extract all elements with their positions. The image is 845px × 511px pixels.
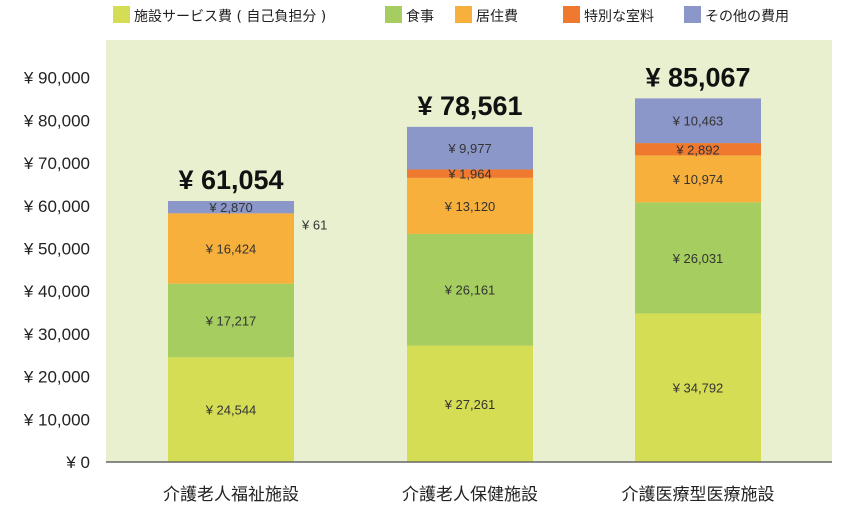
- y-tick-label: ¥ 90,000: [23, 69, 90, 88]
- y-tick-label: ¥ 80,000: [23, 111, 90, 130]
- legend-swatch: [113, 6, 130, 23]
- bar-total-label: ¥ 78,561: [417, 91, 522, 121]
- legend-swatch: [563, 6, 580, 23]
- y-tick-label: ¥ 60,000: [23, 197, 90, 216]
- y-tick-label: ¥ 30,000: [23, 325, 90, 344]
- segment-value-label: ¥ 2,892: [675, 142, 719, 157]
- legend-label: 施設サービス費 ( 自己負担分 ): [134, 9, 326, 25]
- bar-segment: [635, 143, 761, 156]
- bar-segment: [635, 98, 761, 144]
- y-tick-label: ¥ 0: [65, 453, 90, 472]
- y-tick-label: ¥ 70,000: [23, 154, 90, 173]
- bar-segment: [407, 345, 533, 462]
- segment-value-label: ¥ 9,977: [447, 141, 491, 156]
- y-axis: ¥ 0 ¥ 10,000 ¥ 20,000 ¥ 30,000 ¥ 40,000 ¥ 50,…: [23, 69, 90, 472]
- bar-segment: [407, 126, 533, 170]
- x-tick-label: 介護老人福祉施設: [163, 485, 299, 505]
- bar-segment: [407, 177, 533, 234]
- y-tick-label: ¥ 40,000: [23, 282, 90, 301]
- segment-value-label: ¥ 34,792: [672, 381, 724, 396]
- segment-value-label: ¥ 10,463: [672, 114, 724, 129]
- bars: ¥ 24,544 ¥ 17,217 ¥ 16,424 ¥ 61 ¥ 2,870 ¥ 61,…: [168, 62, 761, 462]
- segment-value-label: ¥ 27,261: [444, 397, 496, 412]
- segment-value-label: ¥ 13,120: [444, 199, 496, 214]
- legend-label: その他の費用: [705, 9, 789, 25]
- segment-value-label: ¥ 16,424: [205, 242, 257, 257]
- legend-swatch: [385, 6, 402, 23]
- segment-value-label: ¥ 24,544: [205, 403, 257, 418]
- bar-segment: [407, 233, 533, 346]
- segment-value-label: ¥ 17,217: [205, 313, 257, 328]
- legend-swatch: [455, 6, 472, 23]
- segment-value-label: ¥ 2,870: [208, 200, 252, 215]
- bar-segment: [635, 202, 761, 314]
- bar-segment: [635, 155, 761, 203]
- bar-segment: [407, 169, 533, 178]
- y-tick-label: ¥ 20,000: [23, 368, 90, 387]
- legend: 施設サービス費 ( 自己負担分 ) 食事 居住費 特別な室料 その他の費用: [113, 6, 789, 25]
- segment-value-label: ¥ 26,031: [672, 251, 724, 266]
- bar-total-label: ¥ 85,067: [645, 62, 750, 92]
- y-tick-label: ¥ 10,000: [23, 410, 90, 429]
- legend-swatch: [684, 6, 701, 23]
- x-axis: 介護老人福祉施設 介護老人保健施設 介護医療型医療施設: [106, 461, 832, 505]
- x-tick-label: 介護老人保健施設: [402, 485, 538, 505]
- y-tick-label: ¥ 50,000: [23, 240, 90, 259]
- segment-value-label: ¥ 26,161: [444, 283, 496, 298]
- bar-total-label: ¥ 61,054: [178, 165, 283, 195]
- bar-segment: [168, 201, 294, 214]
- segment-value-label: ¥ 61: [301, 217, 327, 232]
- legend-label: 食事: [406, 8, 434, 25]
- bar-segment: [168, 357, 294, 462]
- segment-value-label: ¥ 10,974: [672, 172, 724, 187]
- legend-label: 特別な室料: [584, 8, 654, 25]
- legend-label: 居住費: [476, 9, 518, 25]
- bar-segment: [635, 313, 761, 462]
- x-tick-label: 介護医療型医療施設: [622, 485, 775, 505]
- bar-segment: [168, 213, 294, 284]
- bar-segment: [168, 283, 294, 358]
- segment-value-label: ¥ 1,964: [447, 167, 491, 182]
